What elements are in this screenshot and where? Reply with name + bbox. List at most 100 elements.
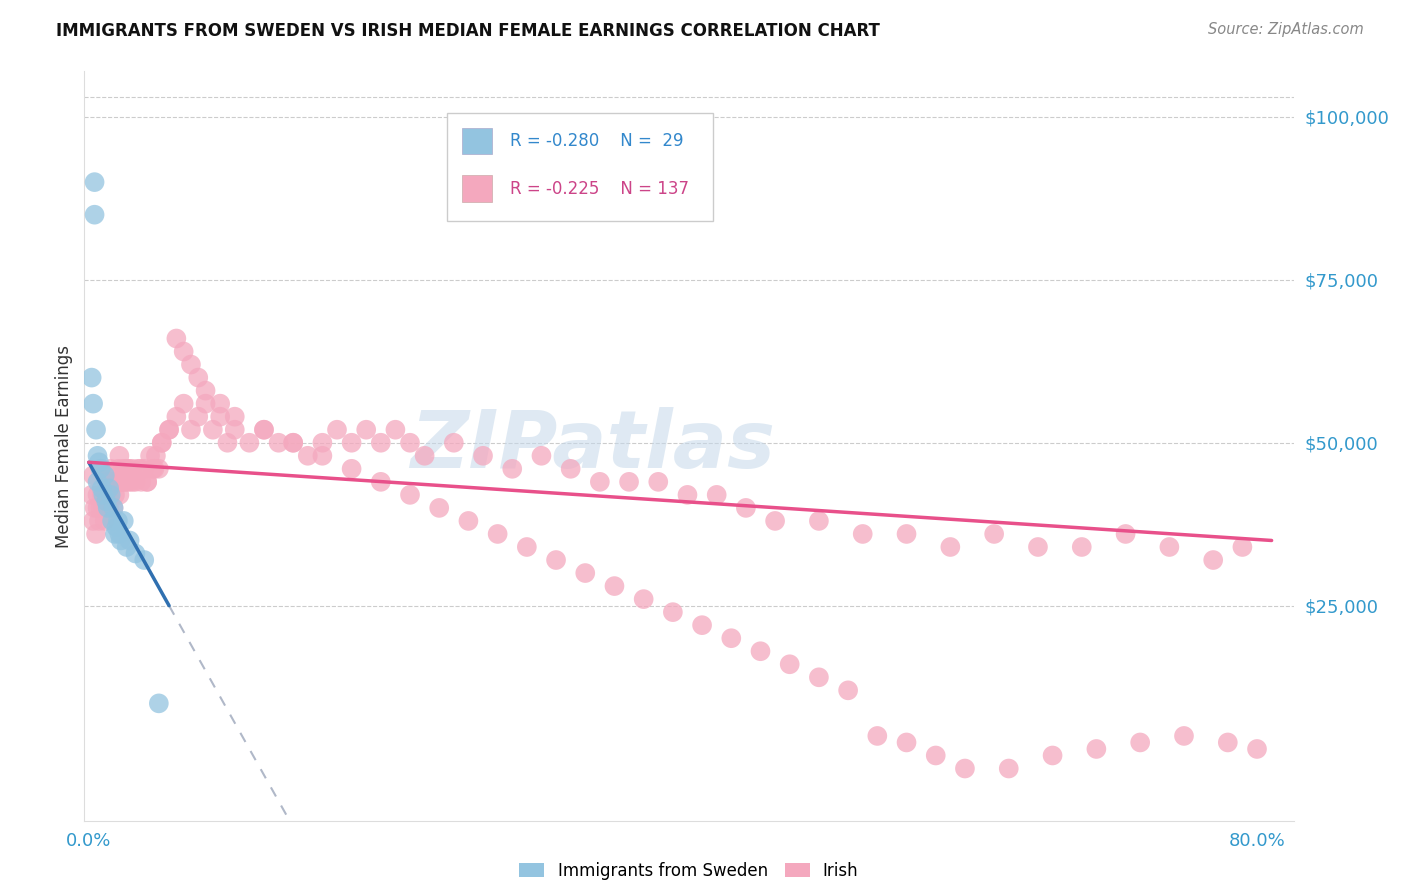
Point [86,475,108,489]
Point [87,514,110,528]
Point [83,208,105,222]
FancyBboxPatch shape [461,128,492,153]
Point [779,657,801,672]
Point [180,358,202,372]
Point [1115,527,1137,541]
Point [603,579,626,593]
Point [108,449,131,463]
Point [735,500,758,515]
Point [90,488,112,502]
Point [115,540,138,554]
Text: R = -0.225    N = 137: R = -0.225 N = 137 [510,179,689,197]
Point [82,514,104,528]
Point [96,494,118,508]
Point [124,475,146,489]
Point [311,435,333,450]
Point [108,527,131,541]
Point [96,488,118,502]
Point [107,462,129,476]
Text: IMMIGRANTS FROM SWEDEN VS IRISH MEDIAN FEMALE EARNINGS CORRELATION CHART: IMMIGRANTS FROM SWEDEN VS IRISH MEDIAN F… [56,22,880,40]
Point [763,514,786,528]
Point [150,435,173,450]
FancyBboxPatch shape [447,112,713,221]
Point [194,384,217,398]
Point [544,553,567,567]
Point [96,475,118,489]
Point [706,488,728,502]
Point [101,475,124,489]
Point [311,449,333,463]
Point [131,475,153,489]
Point [1026,540,1049,554]
Point [108,488,131,502]
Point [173,344,195,359]
Point [114,462,136,476]
Point [690,618,713,632]
Point [103,500,125,515]
Point [145,449,167,463]
Point [427,500,450,515]
Point [633,592,655,607]
Point [201,423,224,437]
Point [807,514,830,528]
Point [983,527,1005,541]
Point [89,462,111,476]
Point [209,409,232,424]
FancyBboxPatch shape [461,176,492,202]
Point [267,435,290,450]
Point [128,462,150,476]
Point [173,397,195,411]
Point [896,735,918,749]
Point [370,475,392,489]
Point [925,748,948,763]
Point [80,370,103,384]
Point [224,409,246,424]
Point [103,500,125,515]
Point [86,500,108,515]
Point [86,449,108,463]
Point [1232,540,1254,554]
Point [501,462,523,476]
Point [94,468,117,483]
Point [121,475,143,489]
Point [1042,748,1064,763]
Point [142,462,165,476]
Point [1159,540,1181,554]
Point [84,527,107,541]
Point [749,644,772,658]
Point [217,435,239,450]
Point [297,449,319,463]
Point [617,475,640,489]
Point [118,533,141,548]
Point [100,488,122,502]
Point [90,481,112,495]
Point [384,423,406,437]
Legend: Immigrants from Sweden, Irish: Immigrants from Sweden, Irish [519,862,859,880]
Point [139,449,162,463]
Point [1173,729,1195,743]
Text: ZIPatlas: ZIPatlas [409,407,775,485]
Point [127,462,149,476]
Point [662,605,685,619]
Point [1070,540,1092,554]
Point [107,514,129,528]
Point [326,423,349,437]
Point [93,488,115,502]
Y-axis label: Median Female Earnings: Median Female Earnings [55,344,73,548]
Point [589,475,612,489]
Point [165,409,187,424]
Point [209,397,232,411]
Point [98,500,121,515]
Point [574,566,596,580]
Point [112,514,135,528]
Point [340,435,363,450]
Point [104,527,127,541]
Point [84,423,107,437]
Point [837,683,859,698]
Point [98,481,121,495]
Point [117,462,139,476]
Point [124,547,146,561]
Point [110,475,132,489]
Point [105,520,128,534]
Point [80,488,103,502]
